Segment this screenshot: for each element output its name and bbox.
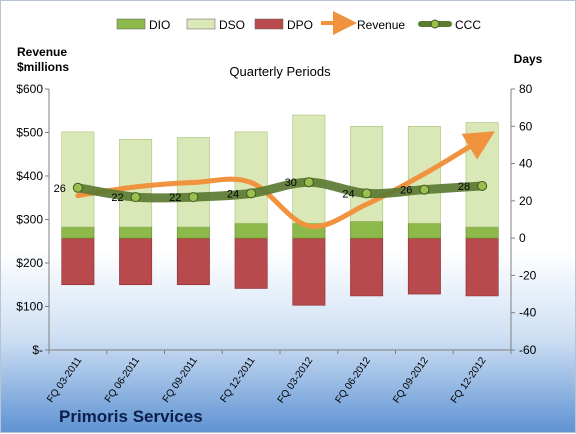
right-tick-label: -20 [519,268,537,282]
ccc-point [72,182,83,193]
left-tick-label: $500 [16,126,43,140]
dpo-bar [176,237,210,286]
right-tick-label: 0 [519,231,526,245]
left-tick-label: $100 [16,300,43,314]
left-tick-label: $600 [16,82,43,96]
legend-marker-ccc [430,19,440,29]
dio-bar [465,226,499,239]
legend-label-dso: DSO [219,18,245,32]
dpo-bar [407,237,441,295]
ccc-point [303,177,314,188]
dso-bar [350,125,384,222]
ccc-data-label: 28 [458,181,470,193]
dpo-bar [61,237,95,286]
ccc-data-label: 22 [169,192,181,204]
ccc-data-label: 26 [400,185,412,197]
left-axis-label-line2: $millions [17,60,69,74]
x-tick-label: FQ 12-2012 [449,355,489,405]
legend: DIO DSO DPO Revenue CCC [116,11,481,35]
ccc-data-label: 24 [342,188,354,200]
right-tick-label: 40 [519,157,533,171]
ccc-point [477,180,488,191]
x-tick-label: FQ 06-2011 [103,355,142,405]
dpo-bar [119,237,153,286]
legend-swatch-dio [116,18,146,30]
dio-bar [350,221,384,239]
company-name: Primoris Services [59,407,203,426]
bars [61,114,499,306]
dio-bar [176,226,210,239]
x-tick-label: FQ 03-2011 [45,355,84,405]
right-tick-label: -40 [519,306,537,320]
x-tick-label: FQ 09-2011 [161,355,200,405]
dio-bar [407,222,441,239]
dio-bar [61,226,95,239]
revenue-line [75,131,495,230]
x-tick-label: FQ 03-2012 [276,355,316,405]
left-axis-label-line1: Revenue [17,45,67,59]
lines: 26 22 22 24 30 24 26 28 [54,131,495,230]
ccc-data-label: 22 [111,192,123,204]
dso-bar [119,139,153,228]
left-tick-label: $200 [16,256,43,270]
legend-label-dpo: DPO [287,18,313,32]
right-axis-label: Days [514,52,543,66]
ccc-point [130,192,141,203]
x-axis-labels: FQ 03-2011 FQ 06-2011 FQ 09-2011 FQ 12-2011… [45,355,489,405]
dpo-bar [465,237,499,297]
right-tick-label: 60 [519,119,533,133]
dso-bar [292,114,326,224]
dio-bar [119,226,153,239]
dio-bar [234,222,268,239]
dpo-bar [350,237,384,297]
dpo-bar [234,237,268,289]
legend-swatch-dpo [254,18,284,30]
dso-bar [61,131,95,228]
legend-swatch-dso [186,18,216,30]
x-tick-label: FQ 09-2012 [391,355,431,405]
axes: $- $100 $200 $300 $400 $500 $600 -60 -40 -20 0 20 40… [16,82,536,357]
chart-title: Quarterly Periods [229,64,331,79]
x-tick-label: FQ 12-2011 [218,355,257,405]
ccc-data-label: 26 [54,183,66,195]
legend-label-dio: DIO [149,18,170,32]
right-tick-label: 20 [519,194,533,208]
left-tick-label: $400 [16,169,43,183]
legend-label-revenue: Revenue [357,18,405,32]
ccc-point [246,188,257,199]
ccc-data-label: 24 [227,188,239,200]
left-tick-label: $300 [16,213,43,227]
right-tick-label: -60 [519,343,537,357]
ccc-point [419,184,430,195]
dpo-bar [292,237,326,306]
legend-label-ccc: CCC [455,18,481,32]
x-tick-label: FQ 06-2012 [333,355,373,405]
ccc-point [188,192,199,203]
right-tick-label: 80 [519,82,533,96]
left-tick-label: $- [32,343,43,357]
ccc-data-label: 30 [285,177,297,189]
ccc-point [361,188,372,199]
